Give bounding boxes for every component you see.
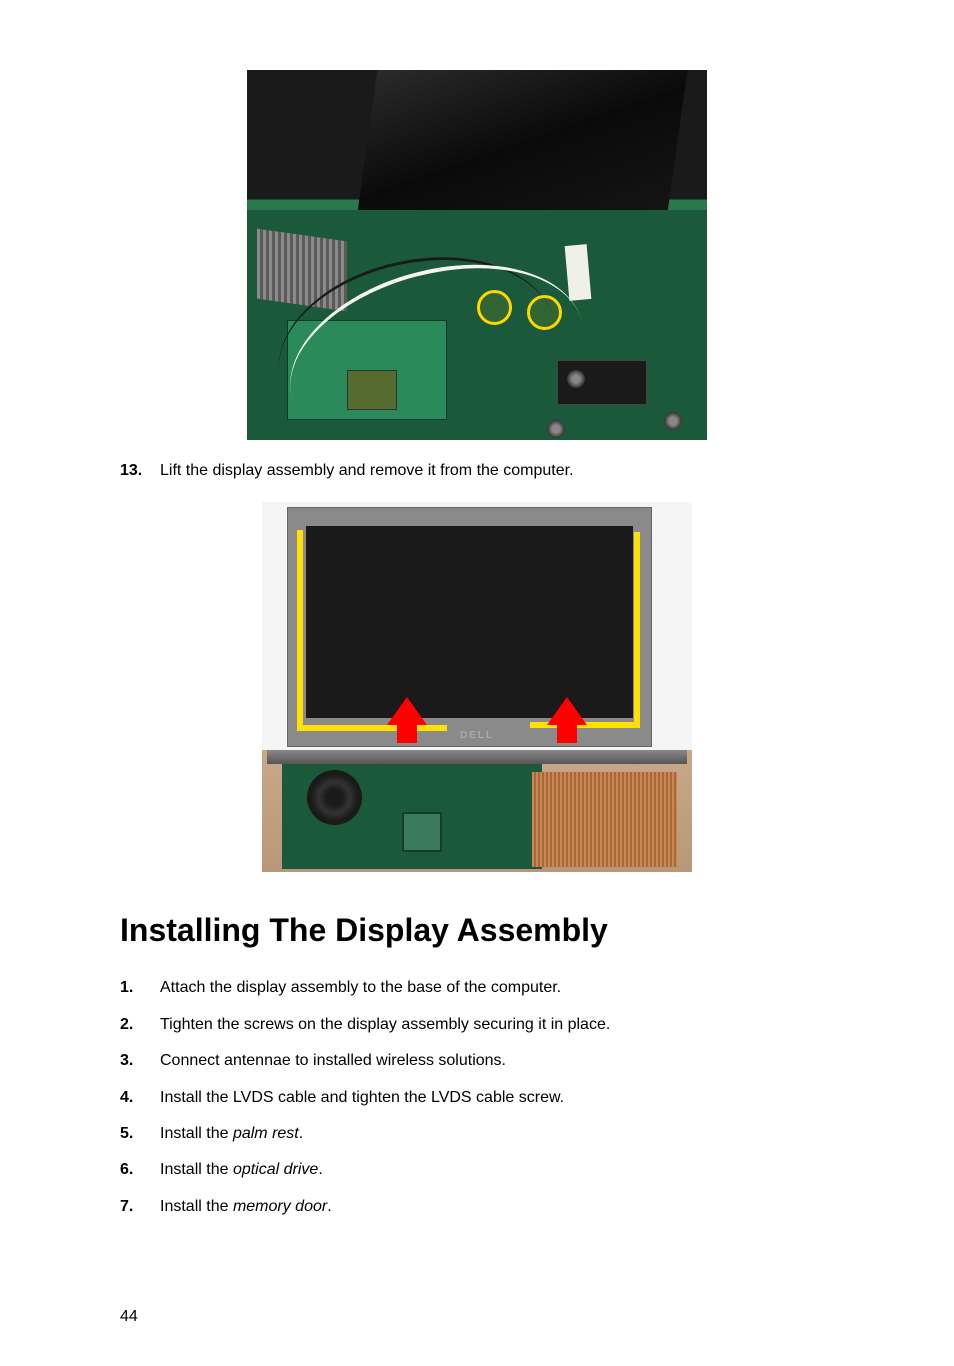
install-step: 1. Attach the display assembly to the ba… xyxy=(120,977,834,999)
step-text: Install the memory door. xyxy=(160,1196,332,1218)
highlight-circle xyxy=(477,290,512,325)
cpu-socket xyxy=(402,812,442,852)
barcode-sticker xyxy=(565,244,592,301)
install-steps-list: 1. Attach the display assembly to the ba… xyxy=(120,977,834,1218)
screw xyxy=(547,420,565,438)
step-text: Connect antennae to installed wireless s… xyxy=(160,1050,506,1072)
display-panel xyxy=(306,526,633,718)
step-number: 4. xyxy=(120,1089,160,1107)
up-arrow-icon xyxy=(547,697,587,725)
highlight-outline xyxy=(297,530,303,730)
screw xyxy=(664,412,682,430)
install-step: 4. Install the LVDS cable and tighten th… xyxy=(120,1087,834,1109)
install-step: 2. Tighten the screws on the display ass… xyxy=(120,1014,834,1036)
install-step: 5. Install the palm rest. xyxy=(120,1123,834,1145)
copper-heatsink xyxy=(532,772,677,867)
highlight-outline xyxy=(297,725,447,731)
section-heading: Installing The Display Assembly xyxy=(120,912,834,949)
page-number: 44 xyxy=(120,1308,138,1326)
step-text: Install the palm rest. xyxy=(160,1123,303,1145)
step-text: Tighten the screws on the display assemb… xyxy=(160,1014,610,1036)
up-arrow-icon xyxy=(387,697,427,725)
step-text: Attach the display assembly to the base … xyxy=(160,977,561,999)
install-step: 6. Install the optical drive. xyxy=(120,1159,834,1181)
step-number: 1. xyxy=(120,979,160,997)
install-step: 3. Connect antennae to installed wireles… xyxy=(120,1050,834,1072)
highlight-outline xyxy=(634,532,640,727)
install-step: 7. Install the memory door. xyxy=(120,1196,834,1218)
hinge-bar xyxy=(267,750,687,764)
removal-step: 13. Lift the display assembly and remove… xyxy=(120,460,834,482)
laptop-screen-back xyxy=(356,70,687,220)
highlight-circle xyxy=(527,295,562,330)
step-number: 2. xyxy=(120,1016,160,1034)
display-bezel xyxy=(287,507,652,747)
step-number: 6. xyxy=(120,1161,160,1179)
step-text: Install the LVDS cable and tighten the L… xyxy=(160,1087,564,1109)
step-number: 13. xyxy=(120,462,160,480)
step-number: 7. xyxy=(120,1198,160,1216)
removal-figure xyxy=(247,70,707,440)
step-text: Install the optical drive. xyxy=(160,1159,323,1181)
lift-display-figure: DELL xyxy=(262,502,692,872)
step-text: Lift the display assembly and remove it … xyxy=(160,460,574,482)
screw xyxy=(567,370,585,388)
brand-logo: DELL xyxy=(460,730,494,741)
step-number: 3. xyxy=(120,1052,160,1070)
step-number: 5. xyxy=(120,1125,160,1143)
